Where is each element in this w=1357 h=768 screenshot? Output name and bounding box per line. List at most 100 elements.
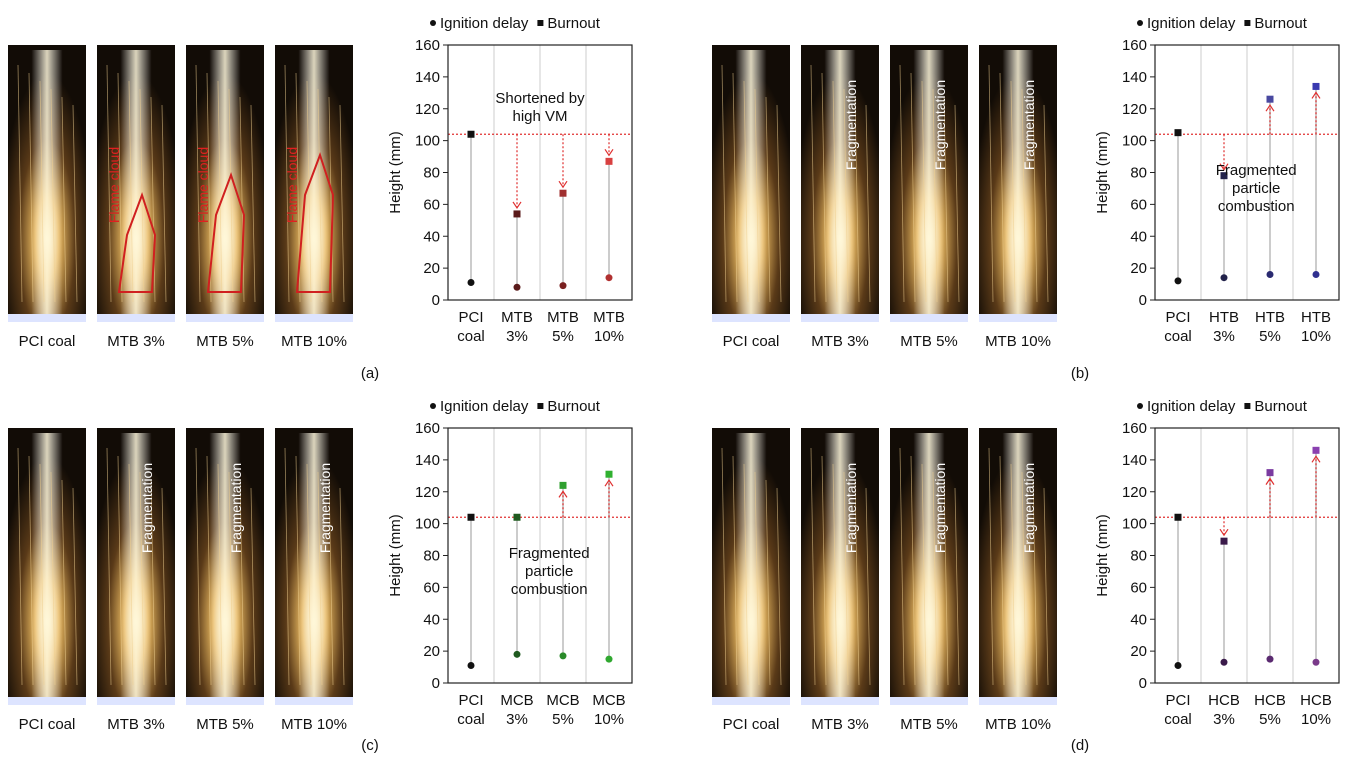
burnout-point (559, 189, 567, 197)
y-tick-label: 140 (1122, 452, 1147, 469)
spark (228, 88, 234, 303)
x-tick-label-line: 5% (1259, 328, 1281, 345)
arrow-head (1265, 104, 1275, 112)
y-tick-label: 140 (415, 452, 440, 469)
spark (28, 72, 34, 303)
annotation: combustion (511, 581, 588, 598)
burner (275, 697, 353, 705)
flame-core (120, 50, 152, 317)
flame-cloud-outline (295, 151, 335, 293)
spark (832, 80, 838, 303)
x-tick-label-line: 3% (506, 711, 528, 728)
photo-annotation: Fragmentation (228, 463, 244, 553)
legend-label: Burnout (1254, 398, 1307, 415)
plot-frame (447, 44, 633, 301)
photo-annotation: Flame cloud (284, 147, 300, 223)
spark (732, 455, 738, 686)
ignition-point (1266, 271, 1274, 278)
flame-core (735, 433, 767, 700)
x-tick-label-line: 3% (506, 328, 528, 345)
y-tick-label: 20 (1130, 260, 1147, 277)
ignition-point (467, 278, 475, 286)
photo-label: MTB 5% (900, 333, 958, 350)
spark (150, 479, 156, 686)
photo-annotation: Fragmentation (1021, 80, 1037, 170)
x-tick-label-line: PCI (1165, 309, 1190, 326)
x-tick-label: MCB 10% (592, 692, 625, 728)
flame-core (735, 50, 767, 317)
spark (128, 463, 134, 686)
y-tick-label: 40 (1130, 228, 1147, 245)
spark (865, 104, 871, 303)
legend-marker (1244, 403, 1251, 409)
x-tick-label-line: HCB (1300, 692, 1332, 709)
spark (128, 80, 134, 303)
y-tick-label: 120 (1122, 101, 1147, 118)
photo-label: MTB 5% (196, 333, 254, 350)
spark (721, 447, 727, 686)
arrow-head (604, 479, 614, 487)
spark (339, 104, 345, 303)
spark (921, 80, 927, 303)
flame-core (31, 433, 63, 700)
photo-label: MTB 10% (281, 333, 347, 350)
flame-core (298, 50, 330, 317)
x-tick-label-line: 10% (1301, 711, 1331, 728)
photo-annotation: Fragmentation (843, 463, 859, 553)
spark (328, 96, 334, 303)
photo-label: MTB 10% (985, 333, 1051, 350)
spark (195, 447, 201, 686)
spark (117, 455, 123, 686)
flame-core (31, 50, 63, 317)
x-tick-label-line: MCB (500, 692, 533, 709)
y-tick-label: 0 (1139, 292, 1147, 309)
ignition-point (467, 661, 475, 669)
spark (732, 72, 738, 303)
annotation: particle (1232, 180, 1280, 197)
photo-annotation: Flame cloud (106, 147, 122, 223)
x-tick-label-line: 3% (1213, 328, 1235, 345)
flame-core (209, 433, 241, 700)
burner (979, 314, 1057, 322)
spark (39, 80, 45, 303)
spark (195, 64, 201, 303)
x-tick-label: HCB 3% (1208, 692, 1240, 728)
y-tick-label: 140 (415, 69, 440, 86)
x-tick-label-line: MTB (547, 309, 579, 326)
x-tick-label-line: HTB (1209, 309, 1239, 326)
x-tick-label: MTB 10% (593, 309, 625, 345)
burner (275, 314, 353, 322)
burner (890, 697, 968, 705)
y-tick-label: 60 (423, 196, 440, 213)
spark (943, 479, 949, 686)
burnout-point (605, 470, 613, 478)
spark (61, 479, 67, 686)
y-tick-label: 40 (1130, 611, 1147, 628)
y-tick-label: 140 (1122, 69, 1147, 86)
y-tick-label: 40 (423, 228, 440, 245)
ignition-point (1220, 274, 1228, 282)
spark (284, 447, 290, 686)
spark (150, 96, 156, 303)
x-tick-label-line: 5% (1259, 711, 1281, 728)
photo-annotation: Fragmentation (1021, 463, 1037, 553)
y-tick-label: 40 (423, 611, 440, 628)
y-axis-label: Height (mm) (1094, 514, 1111, 597)
photo-annotation: Fragmentation (139, 463, 155, 553)
burner (97, 314, 175, 322)
y-tick-label: 80 (1130, 548, 1147, 565)
burnout-point (1174, 513, 1182, 521)
x-tick-label-line: PCI (458, 309, 483, 326)
legend-label: Burnout (547, 15, 600, 32)
x-tick-label-line: HTB (1301, 309, 1331, 326)
spark (865, 487, 871, 686)
y-tick-label: 120 (1122, 484, 1147, 501)
y-tick-label: 160 (415, 420, 440, 437)
arrow-head (558, 490, 568, 498)
spark (317, 88, 323, 303)
x-tick-label-line: MCB (546, 692, 579, 709)
spark (72, 487, 78, 686)
spark (117, 72, 123, 303)
photo-label: PCI coal (723, 716, 780, 733)
ignition-point (605, 655, 613, 663)
